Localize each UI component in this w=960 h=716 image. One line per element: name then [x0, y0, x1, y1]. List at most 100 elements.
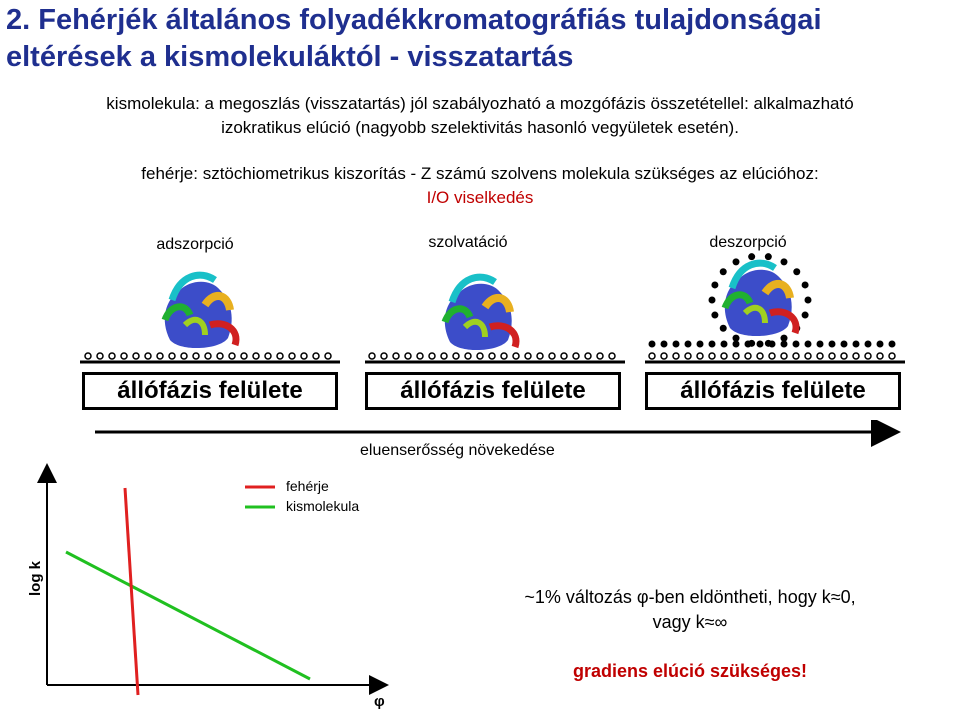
solvent-dots-desorption: [648, 352, 896, 360]
bound-solvent-dot: [792, 340, 800, 348]
solvent-dot: [120, 352, 128, 360]
io-behavior-text: I/O viselkedés: [426, 188, 534, 207]
solvent-dot: [416, 352, 424, 360]
bound-solvent-dot: [696, 340, 704, 348]
bound-solvent-dot: [793, 268, 801, 276]
solvent-dot: [756, 352, 764, 360]
solvent-dot: [684, 352, 692, 360]
solvent-dot: [452, 352, 460, 360]
bound-solvent-dot: [648, 340, 656, 348]
bound-solvent-dot: [684, 340, 692, 348]
solvent-dot: [300, 352, 308, 360]
logk-phi-plot: [37, 463, 389, 696]
solvent-dots-adsorption: [84, 352, 332, 360]
solvent-dot: [168, 352, 176, 360]
solvent-dot: [180, 352, 188, 360]
legend-protein-label: fehérje: [286, 478, 329, 494]
bound-solvent-dot: [840, 340, 848, 348]
surface-adsorption: állófázis felülete: [82, 372, 338, 410]
solvent-dot: [276, 352, 284, 360]
para2-line-1: fehérje: sztöchiometrikus kiszorítás - Z…: [141, 164, 819, 183]
solvent-dot: [852, 352, 860, 360]
solvent-dot: [572, 352, 580, 360]
solvent-dot: [560, 352, 568, 360]
solvent-dot: [696, 352, 704, 360]
bound-solvent-dot: [672, 340, 680, 348]
solvent-dot: [404, 352, 412, 360]
solvent-dot: [660, 352, 668, 360]
bound-solvent-dot: [780, 334, 788, 342]
bound-solvent-dot: [804, 296, 812, 304]
solvent-dot: [96, 352, 104, 360]
bound-solvent-dot: [852, 340, 860, 348]
bound-solvent-dot: [748, 253, 756, 261]
bound-solvent-dot: [732, 258, 740, 266]
solvent-dot: [780, 352, 788, 360]
solvent-dot: [288, 352, 296, 360]
solvent-dot: [240, 352, 248, 360]
protein-icon-desorption: [721, 259, 800, 337]
solvent-dot: [876, 352, 884, 360]
solvent-dot: [536, 352, 544, 360]
solvent-dot: [720, 352, 728, 360]
solvent-dot: [228, 352, 236, 360]
solvent-dot: [324, 352, 332, 360]
solvent-dot: [108, 352, 116, 360]
para1-line-1: kismolekula: a megoszlás (visszatartás) …: [106, 94, 854, 113]
protein-paragraph: fehérje: sztöchiometrikus kiszorítás - Z…: [0, 162, 960, 210]
bound-solvent-dot: [801, 281, 809, 289]
page-title: 2. Fehérjék általános folyadékkromatográ…: [6, 2, 956, 76]
bound-solvent-dot: [888, 340, 896, 348]
solvent-dot: [524, 352, 532, 360]
bound-solvent-dot: [711, 311, 719, 319]
bound-solvent-dots-desorption: [648, 253, 896, 348]
solvent-dots-solvation: [368, 352, 616, 360]
solvent-dot: [828, 352, 836, 360]
surface-solvation: állófázis felülete: [365, 372, 621, 410]
solvent-dot: [768, 352, 776, 360]
solvent-dot: [440, 352, 448, 360]
bottom-note: ~1% változás φ-ben eldöntheti, hogy k≈0,…: [470, 585, 910, 684]
eluent-arrow-label: eluenserősség növekedése: [360, 442, 555, 459]
y-axis-label: log k: [27, 560, 45, 597]
bound-solvent-dot: [708, 340, 716, 348]
solvent-dot: [392, 352, 400, 360]
protein-line: [123, 487, 140, 696]
solvent-dot: [648, 352, 656, 360]
protein-icon-solvation: [441, 273, 520, 351]
bound-solvent-dot: [732, 334, 740, 342]
solvent-dot: [252, 352, 260, 360]
solvent-dot: [464, 352, 472, 360]
solvent-dot: [864, 352, 872, 360]
bound-solvent-dot: [708, 296, 716, 304]
protein-icon-adsorption: [161, 271, 240, 349]
eluent-arrow: [95, 420, 901, 447]
bound-solvent-dot: [780, 340, 788, 348]
solvent-dot: [608, 352, 616, 360]
solvent-dot: [312, 352, 320, 360]
solvent-dot: [368, 352, 376, 360]
bound-solvent-dot: [804, 340, 812, 348]
solvent-dot: [500, 352, 508, 360]
solvent-dot: [476, 352, 484, 360]
bound-solvent-dot: [864, 340, 872, 348]
stage-label-desorption: deszorpció: [709, 234, 787, 251]
solvent-dot: [380, 352, 388, 360]
solvent-dot: [548, 352, 556, 360]
stage-label-adsorption: adszorpció: [156, 236, 234, 253]
bound-solvent-dot: [744, 340, 752, 348]
solvent-dot: [744, 352, 752, 360]
bound-solvent-dot: [711, 281, 719, 289]
solvent-dot: [428, 352, 436, 360]
solvent-dot: [512, 352, 520, 360]
solvent-dot: [84, 352, 92, 360]
gradient-conclusion: gradiens elúció szükséges!: [572, 661, 808, 681]
bound-solvent-dot: [732, 340, 740, 348]
small-molecule-paragraph: kismolekula: a megoszlás (visszatartás) …: [0, 92, 960, 140]
solvent-dot: [672, 352, 680, 360]
legend-small-molecule-label: kismolekula: [286, 498, 360, 514]
solvent-dot: [792, 352, 800, 360]
bound-solvent-dot: [764, 253, 772, 261]
surface-desorption: állófázis felülete: [645, 372, 901, 410]
solvent-dot: [192, 352, 200, 360]
